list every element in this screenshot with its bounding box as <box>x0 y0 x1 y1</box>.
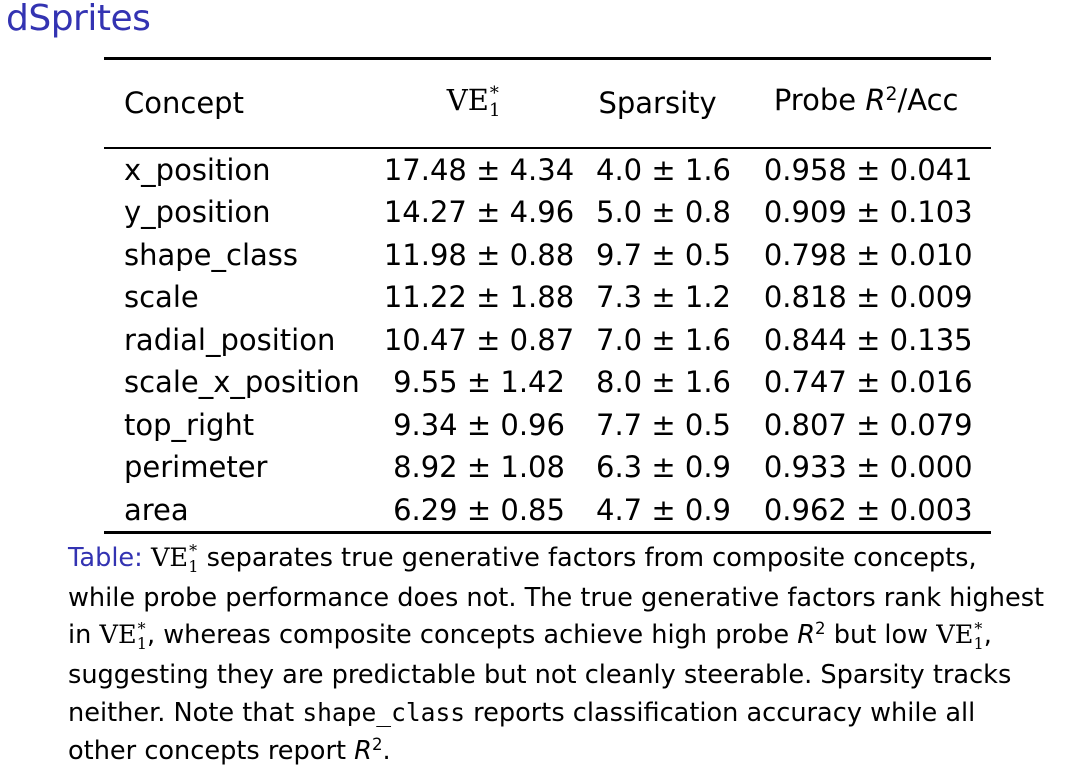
cell-concept: y_position <box>124 195 271 230</box>
cell-probe: 0.818 ± 0.009 <box>763 280 973 315</box>
cell-ve: 10.47 ± 0.87 <box>383 322 575 357</box>
cell-ve: 17.48 ± 4.34 <box>383 152 575 187</box>
cell-probe: 0.909 ± 0.103 <box>763 195 973 230</box>
cell-probe: 0.844 ± 0.135 <box>763 322 973 357</box>
cell-probe: 0.958 ± 0.041 <box>763 152 973 187</box>
cell-probe: 0.807 ± 0.079 <box>763 407 973 442</box>
cell-sparsity: 4.0 ± 1.6 <box>596 152 731 187</box>
header-concept: Concept <box>124 85 244 120</box>
cell-sparsity: 4.7 ± 0.9 <box>596 492 731 527</box>
cell-ve: 11.22 ± 1.88 <box>383 280 575 315</box>
cell-sparsity: 6.3 ± 0.9 <box>596 450 731 485</box>
cell-sparsity: 7.0 ± 1.6 <box>596 322 731 357</box>
table-bottom-rule <box>104 531 991 535</box>
table-header-row: Concept VE*1 Sparsity Probe R2/Acc <box>104 60 991 147</box>
table-row: radial_position 10.47 ± 0.87 7.0 ± 1.6 0.84… <box>104 319 991 362</box>
cell-ve: 14.27 ± 4.96 <box>383 195 575 230</box>
cell-concept: top_right <box>124 407 255 442</box>
cell-sparsity: 5.0 ± 0.8 <box>596 195 731 230</box>
cell-probe: 0.747 ± 0.016 <box>763 365 973 400</box>
cell-concept: scale_x_position <box>124 365 360 400</box>
cell-ve: 8.92 ± 1.08 <box>393 450 565 485</box>
table-row: shape_class 11.98 ± 0.88 9.7 ± 0.5 0.798 ± … <box>104 234 991 277</box>
header-sparsity: Sparsity <box>598 85 717 120</box>
table-row: top_right 9.34 ± 0.96 7.7 ± 0.5 0.807 ± 0.0… <box>104 404 991 447</box>
cell-concept: perimeter <box>124 450 268 485</box>
header-ve: VE*1 <box>446 83 501 122</box>
table-row: perimeter 8.92 ± 1.08 6.3 ± 0.9 0.933 ± 0.0… <box>104 446 991 489</box>
cell-sparsity: 8.0 ± 1.6 <box>596 365 731 400</box>
table-top-rule <box>104 57 991 60</box>
table-row: y_position 14.27 ± 4.96 5.0 ± 0.8 0.909 ± 0… <box>104 191 991 234</box>
cell-sparsity: 9.7 ± 0.5 <box>596 237 731 272</box>
cell-sparsity: 7.3 ± 1.2 <box>596 280 731 315</box>
caption-label: Table: <box>68 543 143 573</box>
cell-concept: shape_class <box>124 237 298 272</box>
frame-title: dSprites <box>6 0 151 39</box>
cell-concept: scale <box>124 280 199 315</box>
table-row: area 6.29 ± 0.85 4.7 ± 0.9 0.962 ± 0.003 <box>104 489 991 532</box>
caption-code: shape_class <box>302 698 466 728</box>
table-row: scale 11.22 ± 1.88 7.3 ± 1.2 0.818 ± 0.009 <box>104 276 991 319</box>
table-header-rule <box>104 147 991 149</box>
cell-probe: 0.933 ± 0.000 <box>763 450 973 485</box>
table-caption: Table: VE*1 separates true generative fa… <box>68 541 1045 766</box>
header-probe: Probe R2/Acc <box>773 83 959 117</box>
cell-ve: 6.29 ± 0.85 <box>393 492 565 527</box>
table-row: x_position 17.48 ± 4.34 4.0 ± 1.6 0.958 ± 0… <box>104 149 991 192</box>
cell-ve: 11.98 ± 0.88 <box>383 237 575 272</box>
cell-ve: 9.55 ± 1.42 <box>393 365 565 400</box>
cell-concept: area <box>124 492 189 527</box>
cell-probe: 0.798 ± 0.010 <box>763 237 973 272</box>
cell-sparsity: 7.7 ± 0.5 <box>596 407 731 442</box>
cell-ve: 9.34 ± 0.96 <box>393 407 565 442</box>
cell-probe: 0.962 ± 0.003 <box>763 492 973 527</box>
results-table: Concept VE*1 Sparsity Probe R2/Acc x_pos… <box>104 57 991 535</box>
cell-concept: radial_position <box>124 322 336 357</box>
table-row: scale_x_position 9.55 ± 1.42 8.0 ± 1.6 0.74… <box>104 361 991 404</box>
table-body: x_position 17.48 ± 4.34 4.0 ± 1.6 0.958 ± 0… <box>104 149 991 532</box>
cell-concept: x_position <box>124 152 271 187</box>
